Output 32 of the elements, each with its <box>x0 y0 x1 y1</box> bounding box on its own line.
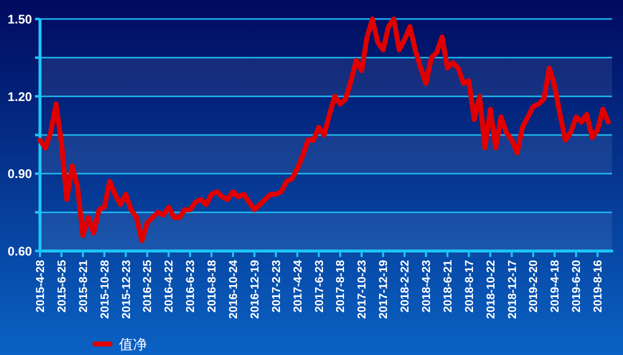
x-tick-label: 2018-12-17 <box>506 260 519 319</box>
x-tick-label: 2018-10-22 <box>485 260 498 319</box>
x-tick-label: 2015-6-25 <box>56 259 68 312</box>
x-tick-label: 2017-8-18 <box>335 259 348 312</box>
x-tick-label: 2019-6-20 <box>571 260 584 312</box>
y-tick-label: 0.60 <box>8 244 32 258</box>
x-tick-label: 2019-2-20 <box>528 260 540 312</box>
x-tick-label: 2017-2-23 <box>270 260 283 312</box>
x-tick-label: 2016-10-24 <box>228 259 240 319</box>
x-tick-label: 2017-12-19 <box>378 260 390 319</box>
x-tick-label: 2015-10-28 <box>99 259 112 319</box>
x-tick-label: 2017-6-23 <box>314 260 326 312</box>
x-tick-label: 2016-4-22 <box>164 260 176 312</box>
x-tick-label: 2015-8-21 <box>78 259 90 312</box>
x-tick-label: 2018-2-22 <box>400 260 412 312</box>
x-tick-label: 2017-4-24 <box>292 259 304 312</box>
x-tick-label: 2016-2-25 <box>142 259 154 312</box>
x-tick-label: 2019-4-18 <box>550 259 562 312</box>
y-tick-label: 1.20 <box>8 90 32 104</box>
x-tick-label: 2016-8-18 <box>206 259 219 312</box>
x-tick-label: 2015-12-23 <box>120 260 133 319</box>
x-tick-label: 2015-4-28 <box>35 259 47 312</box>
x-tick-label: 2016-12-19 <box>249 260 262 319</box>
y-tick-label: 0.90 <box>8 167 32 182</box>
x-tick-label: 2017-10-23 <box>356 260 369 319</box>
y-tick-label: 1.50 <box>8 12 32 26</box>
x-tick-label: 2016-6-23 <box>185 260 198 312</box>
x-tick-label: 2018-8-17 <box>464 260 476 312</box>
x-tick-label: 2018-6-21 <box>442 259 454 312</box>
x-tick-label: 2018-4-23 <box>420 260 433 312</box>
x-tick-label: 2019-8-16 <box>592 260 605 312</box>
legend-label: 值净 <box>119 337 147 353</box>
